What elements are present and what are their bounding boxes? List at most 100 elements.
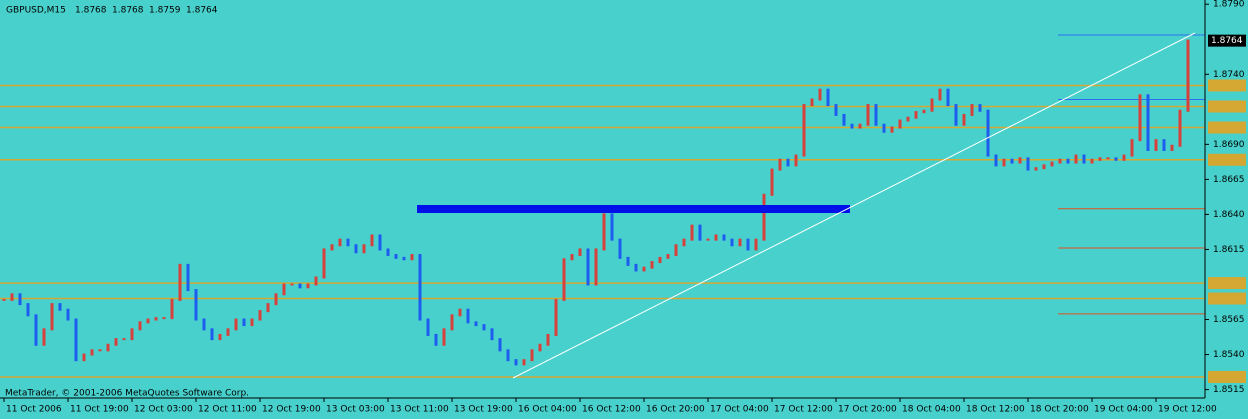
price-bar (586, 248, 590, 286)
price-bar (762, 193, 766, 241)
level-label-box (1208, 79, 1246, 92)
x-tick-label: 17 Oct 20:00 (838, 405, 897, 415)
price-bar (362, 244, 366, 254)
price-bar (466, 308, 470, 324)
price-bar (1178, 109, 1182, 147)
price-bar (290, 283, 294, 286)
price-bar (578, 248, 582, 257)
level-label-box (1208, 100, 1246, 113)
last-price-box (1208, 34, 1246, 47)
price-bar (562, 258, 566, 301)
price-bar (1018, 157, 1022, 164)
price-bar (450, 314, 454, 331)
price-bar (730, 238, 734, 247)
level-label-box (1208, 153, 1246, 166)
price-bar (538, 343, 542, 352)
price-bar (18, 293, 22, 306)
price-bar (178, 263, 182, 301)
x-tick-label: 19 Oct 12:00 (1158, 405, 1217, 415)
price-bar (714, 234, 718, 241)
price-bar (26, 303, 30, 317)
price-bar (1122, 154, 1126, 161)
price-bar (1034, 167, 1038, 171)
x-tick-label: 11 Oct 2006 (6, 405, 62, 415)
price-bar (658, 256, 662, 264)
price-bar (546, 333, 550, 346)
copyright: MetaTrader, © 2001-2006 MetaQuotes Softw… (5, 389, 249, 399)
y-tick-label: 1.8665 (1213, 175, 1245, 185)
x-tick-label: 16 Oct 12:00 (582, 405, 641, 415)
price-bar (138, 321, 142, 331)
y-tick-label: 1.8515 (1213, 385, 1245, 395)
price-bar (1186, 39, 1190, 112)
price-bar (962, 113, 966, 126)
x-tick-label: 16 Oct 04:00 (518, 405, 577, 415)
price-bar (82, 353, 86, 362)
x-tick-label: 19 Oct 04:00 (1094, 405, 1153, 415)
price-bar (914, 111, 918, 119)
price-bar (778, 158, 782, 171)
price-bar (986, 109, 990, 157)
price-bar (434, 333, 438, 346)
y-tick-label: 1.8540 (1213, 350, 1245, 360)
price-bar (322, 248, 326, 279)
price-bar (42, 328, 46, 346)
y-tick-label: 1.8740 (1213, 70, 1245, 80)
price-bar (58, 303, 62, 311)
price-bar (394, 254, 398, 259)
price-bar (114, 338, 118, 346)
rectangle-object (417, 205, 850, 213)
price-bar (826, 88, 830, 107)
price-bar (1106, 157, 1110, 160)
price-bar (626, 256, 630, 266)
price-bar (754, 238, 758, 251)
price-bar (1058, 158, 1062, 164)
price-bar (506, 349, 510, 362)
price-bar (210, 328, 214, 341)
y-tick-label: 1.8615 (1213, 245, 1245, 255)
price-bar (698, 224, 702, 241)
x-tick-label: 12 Oct 11:00 (198, 405, 257, 415)
price-bar (1002, 158, 1006, 167)
price-bar (426, 318, 430, 336)
price-bar (370, 234, 374, 247)
price-bar (554, 298, 558, 336)
x-tick-label: 18 Oct 20:00 (1030, 405, 1089, 415)
price-bar (1138, 94, 1142, 142)
x-tick-label: 13 Oct 03:00 (326, 405, 385, 415)
trend-line (512, 32, 1196, 379)
price-bar (154, 317, 158, 321)
price-bar (746, 238, 750, 251)
price-bar (354, 244, 358, 254)
price-bar (338, 238, 342, 247)
price-bar (1074, 154, 1078, 164)
price-bar (802, 104, 806, 157)
price-bar (1010, 158, 1014, 164)
price-bar (66, 308, 70, 321)
axes-layer: 1.8515 1.8540 1.8565 1.8615 1.8640 1.8665 1.86… (3, 0, 1246, 415)
x-tick-label: 16 Oct 20:00 (646, 405, 705, 415)
price-bar (810, 98, 814, 107)
price-bar (106, 343, 110, 352)
price-bar (442, 328, 446, 346)
price-bar (642, 266, 646, 272)
price-bar (674, 244, 678, 257)
price-bar (786, 158, 790, 167)
price-bar (234, 318, 238, 331)
price-bar (994, 154, 998, 167)
level-label-box (1208, 292, 1246, 305)
price-bar (522, 359, 526, 366)
last-price-label: 1.8764 (1211, 36, 1243, 46)
price-bar (610, 213, 614, 241)
levels-layer (0, 34, 1205, 378)
price-bar (618, 238, 622, 259)
price-bar (410, 254, 414, 261)
price-bar (1050, 161, 1054, 167)
price-bar (1098, 157, 1102, 161)
price-bar (922, 109, 926, 114)
level-label-box (1208, 121, 1246, 134)
price-bar (306, 283, 310, 289)
x-tick-label: 12 Oct 19:00 (262, 405, 321, 415)
price-bar (130, 328, 134, 341)
